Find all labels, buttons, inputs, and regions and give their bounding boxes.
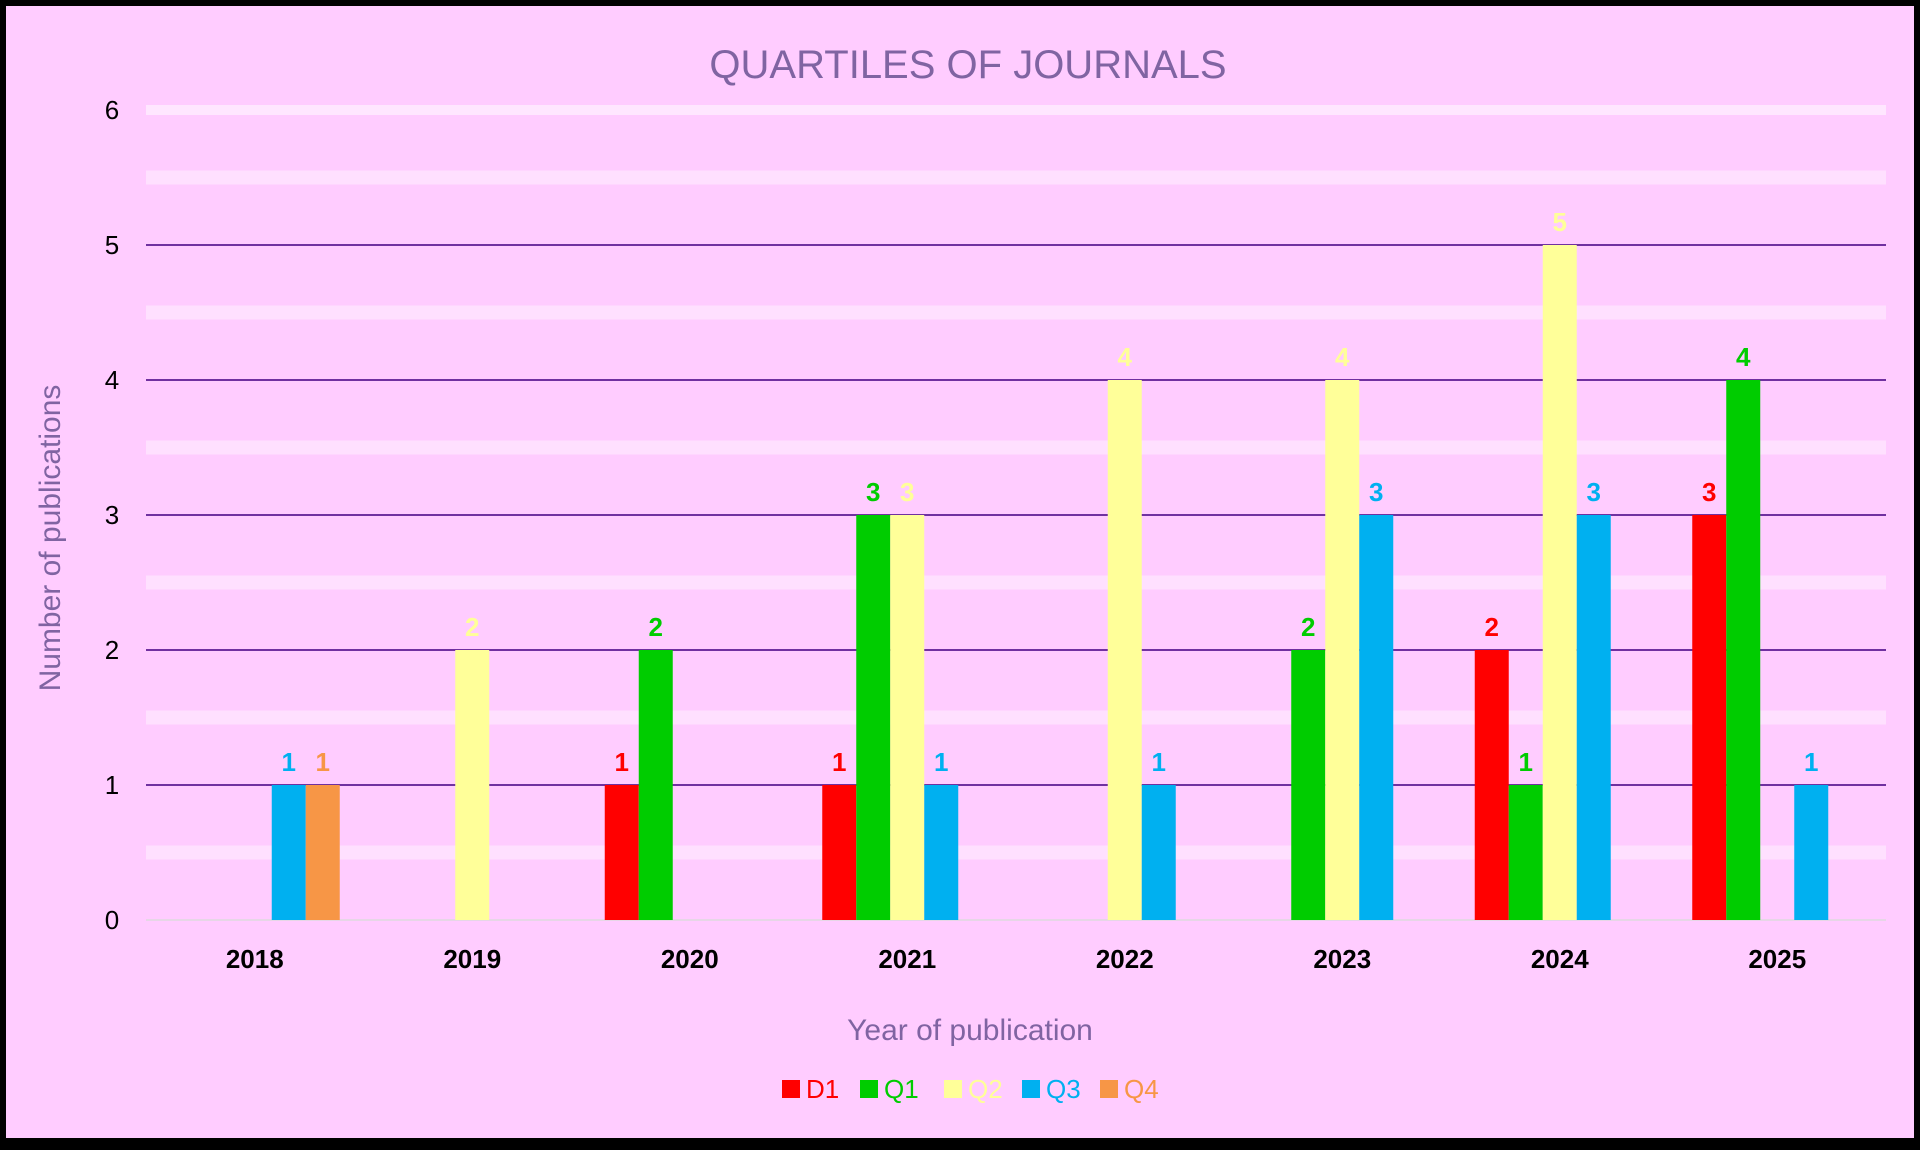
x-tick-label: 2020 <box>661 944 719 974</box>
legend-swatch <box>944 1080 962 1098</box>
legend-item: Q4 <box>1100 1074 1159 1104</box>
legend-item: Q3 <box>1022 1074 1081 1104</box>
bar <box>455 650 490 920</box>
data-label: 4 <box>1335 342 1350 372</box>
data-label: 1 <box>615 747 629 777</box>
data-label: 1 <box>1519 747 1533 777</box>
data-label: 1 <box>832 747 846 777</box>
x-tick-label: 2019 <box>443 944 501 974</box>
bar <box>1576 515 1611 920</box>
legend-label: Q4 <box>1124 1074 1159 1104</box>
data-label: 3 <box>1702 477 1716 507</box>
bar <box>1474 650 1509 920</box>
y-tick-label: 4 <box>105 365 119 395</box>
data-label: 3 <box>900 477 914 507</box>
legend-item: Q1 <box>860 1074 919 1104</box>
legend-swatch <box>782 1080 800 1098</box>
data-label: 2 <box>1485 612 1499 642</box>
bar <box>822 785 857 920</box>
data-label: 4 <box>1736 342 1751 372</box>
grid-band <box>146 845 1886 860</box>
bar <box>1726 380 1761 920</box>
bar <box>1291 650 1326 920</box>
bar <box>1692 515 1727 920</box>
y-tick-labels: 0 1 2 3 4 5 6 <box>105 95 119 935</box>
bar <box>1508 785 1543 920</box>
grid-bands <box>146 170 1886 860</box>
gridlines <box>146 105 1886 921</box>
bar <box>604 785 639 920</box>
data-label: 2 <box>465 612 479 642</box>
bar <box>271 785 306 920</box>
x-tick-label: 2021 <box>878 944 936 974</box>
legend-item: D1 <box>782 1074 839 1104</box>
x-axis-title: Year of publication <box>847 1014 1093 1047</box>
bars <box>271 245 1829 920</box>
bar <box>890 515 925 920</box>
legend-item: Q2 <box>944 1074 1003 1104</box>
data-label: 1 <box>316 747 330 777</box>
grid-band <box>146 170 1886 185</box>
legend-label: D1 <box>806 1074 839 1104</box>
y-tick-label: 0 <box>105 905 119 935</box>
y-tick-label: 2 <box>105 635 119 665</box>
x-tick-label: 2023 <box>1313 944 1371 974</box>
bar <box>1325 380 1360 920</box>
chart-title: QUARTILES OF JOURNALS <box>709 43 1226 87</box>
grid-band <box>146 575 1886 590</box>
data-label: 1 <box>282 747 296 777</box>
data-label: 4 <box>1118 342 1133 372</box>
grid-band <box>146 305 1886 320</box>
x-tick-label: 2025 <box>1748 944 1806 974</box>
data-label: 2 <box>649 612 663 642</box>
data-label: 1 <box>1152 747 1166 777</box>
legend-swatch <box>1100 1080 1118 1098</box>
grid-band <box>146 710 1886 725</box>
legend-swatch <box>860 1080 878 1098</box>
bar <box>1107 380 1142 920</box>
x-tick-label: 2024 <box>1531 944 1589 974</box>
y-tick-label: 3 <box>105 500 119 530</box>
data-label: 1 <box>934 747 948 777</box>
grid-band <box>146 440 1886 455</box>
legend-swatch <box>1022 1080 1040 1098</box>
data-label: 1 <box>1804 747 1818 777</box>
data-label: 3 <box>1369 477 1383 507</box>
bar <box>1359 515 1394 920</box>
bar <box>924 785 959 920</box>
legend-label: Q3 <box>1046 1074 1081 1104</box>
bar <box>1542 245 1577 920</box>
x-tick-labels: 2018 2019 2020 2021 2022 2023 2024 2025 <box>226 944 1806 974</box>
legend-label: Q2 <box>968 1074 1003 1104</box>
data-label: 2 <box>1301 612 1315 642</box>
x-tick-label: 2022 <box>1096 944 1154 974</box>
bar <box>1794 785 1829 920</box>
data-label: 5 <box>1553 207 1567 237</box>
y-tick-label: 1 <box>105 770 119 800</box>
bar <box>1141 785 1176 920</box>
y-axis-title: Number of publications <box>34 385 67 692</box>
bar <box>638 650 673 920</box>
bar <box>305 785 340 920</box>
data-label: 3 <box>1587 477 1601 507</box>
x-tick-label: 2018 <box>226 944 284 974</box>
data-label: 3 <box>866 477 880 507</box>
legend-label: Q1 <box>884 1074 919 1104</box>
legend: D1 Q1 Q2 Q3 Q4 <box>782 1074 1159 1104</box>
y-tick-label: 5 <box>105 230 119 260</box>
y-tick-label: 6 <box>105 95 119 125</box>
bar <box>856 515 891 920</box>
